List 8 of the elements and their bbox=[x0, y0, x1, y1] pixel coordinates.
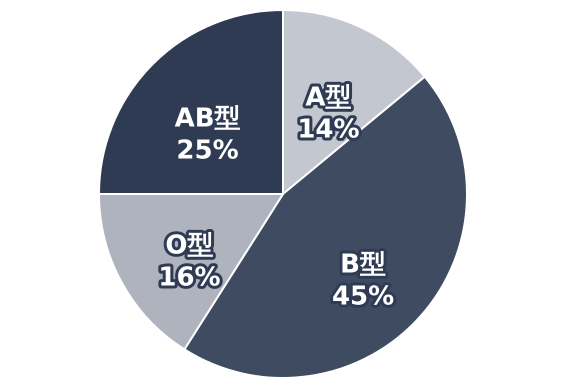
slice-label: A型 bbox=[305, 82, 352, 112]
data-label: 16% bbox=[158, 262, 221, 292]
data-label: 14% bbox=[297, 114, 360, 144]
slice-label: O型 bbox=[165, 230, 214, 260]
data-label: 45% bbox=[332, 282, 394, 312]
slice-label: B型 bbox=[340, 250, 386, 280]
slice-label: AB型 bbox=[174, 104, 241, 134]
data-label: 25% bbox=[176, 136, 239, 166]
